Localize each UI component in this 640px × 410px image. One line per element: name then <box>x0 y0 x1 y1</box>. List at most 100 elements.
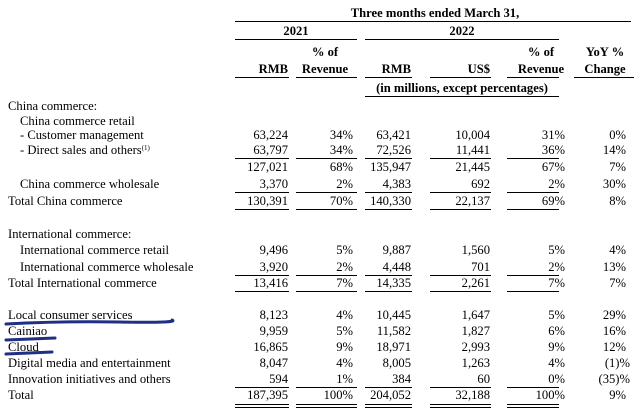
cell-rmb-2021: 187,395 <box>247 388 288 402</box>
total-double-rule <box>296 404 357 405</box>
subtotal-rule <box>507 158 559 159</box>
cell-usd-2022: 692 <box>471 177 490 191</box>
hdr-underline <box>507 77 559 78</box>
cell-pct-2022: 31% <box>541 128 565 142</box>
cell-usd-2022: 60 <box>477 372 490 386</box>
cell-yoy: 7% <box>609 276 626 290</box>
cell-pct-2021: 34% <box>329 128 353 142</box>
cell-rmb-2022: 9,887 <box>382 243 411 257</box>
hdr-underline <box>235 77 289 78</box>
subtotal-rule <box>296 192 357 193</box>
row-label: Total China commerce <box>8 194 123 208</box>
subtotal-rule <box>235 275 289 276</box>
cell-pct-2022: 2% <box>548 260 565 274</box>
cell-rmb-2022: 4,448 <box>382 260 411 274</box>
col-pct-2022-line2: Revenue <box>517 62 565 76</box>
cell-rmb-2021: 594 <box>269 372 288 386</box>
cell-pct-2022: 9% <box>548 340 565 354</box>
cell-rmb-2021: 130,391 <box>247 194 288 208</box>
total-rule <box>296 209 357 210</box>
cell-pct-2021: 5% <box>336 243 353 257</box>
cell-pct-2022: 7% <box>548 276 565 290</box>
cell-rmb-2021: 63,797 <box>253 143 288 157</box>
cell-usd-2022: 10,004 <box>455 128 490 142</box>
subtotal-rule <box>296 158 357 159</box>
cell-pct-2021: 4% <box>336 356 353 370</box>
row-label: - Direct sales and others(1) <box>20 143 150 157</box>
cell-pct-2022: 69% <box>541 194 565 208</box>
row-label: China commerce retail <box>20 114 135 128</box>
hdr-underline <box>365 77 412 78</box>
subtotal-rule <box>235 158 289 159</box>
period-underline <box>235 21 631 22</box>
cell-rmb-2022: 18,971 <box>376 340 411 354</box>
cell-pct-2021: 100% <box>323 388 353 402</box>
cell-rmb-2021: 9,959 <box>259 324 288 338</box>
col-yoy-line2: Change <box>584 62 626 76</box>
cell-rmb-2022: 63,421 <box>376 128 411 142</box>
cell-yoy: (1)% <box>604 356 630 370</box>
period-heading: Three months ended March 31, <box>350 6 520 20</box>
total-double-rule <box>507 404 559 405</box>
total-double-rule <box>365 404 412 405</box>
cell-rmb-2021: 8,047 <box>259 356 288 370</box>
year-2021-underline <box>235 39 357 40</box>
cell-usd-2022: 1,263 <box>461 356 490 370</box>
cell-usd-2022: 701 <box>471 260 490 274</box>
subtotal-rule <box>235 387 289 388</box>
subtotal-rule <box>507 192 559 193</box>
cell-pct-2022: 67% <box>541 160 565 174</box>
total-double-rule <box>296 407 357 408</box>
subtotal-rule <box>365 192 412 193</box>
cell-yoy: 16% <box>602 324 626 338</box>
hdr-underline <box>430 77 491 78</box>
cell-rmb-2022: 72,526 <box>376 143 411 157</box>
units-underline <box>365 96 559 97</box>
cell-yoy: 4% <box>609 243 626 257</box>
hdr-underline <box>574 77 634 78</box>
subtotal-rule <box>296 275 357 276</box>
cell-usd-2022: 1,560 <box>461 243 490 257</box>
cell-pct-2021: 68% <box>329 160 353 174</box>
total-rule <box>296 291 357 292</box>
cell-rmb-2021: 16,865 <box>253 340 288 354</box>
total-rule <box>430 291 491 292</box>
cell-rmb-2021: 9,496 <box>259 243 288 257</box>
row-label: - Customer management <box>20 128 144 142</box>
cell-yoy: 29% <box>602 308 626 322</box>
cell-rmb-2021: 3,920 <box>259 260 288 274</box>
total-rule <box>235 291 289 292</box>
col-pct-2021-line1: % of <box>311 45 339 59</box>
col-yoy-line1: YoY % <box>585 45 625 59</box>
cell-pct-2022: 5% <box>548 243 565 257</box>
cell-yoy: 13% <box>602 260 626 274</box>
row-label: Local consumer services <box>8 308 133 322</box>
cell-rmb-2021: 63,224 <box>253 128 288 142</box>
total-rule <box>365 291 412 292</box>
total-rule <box>365 209 412 210</box>
total-double-rule <box>507 407 559 408</box>
cell-rmb-2022: 10,445 <box>376 308 411 322</box>
total-rule <box>235 209 289 210</box>
row-label: Digital media and entertainment <box>8 356 171 370</box>
subtotal-rule <box>430 158 491 159</box>
row-label: China commerce wholesale <box>20 177 160 191</box>
col-usd-2022: US$ <box>467 62 490 76</box>
cell-rmb-2021: 13,416 <box>253 276 288 290</box>
subtotal-rule <box>235 192 289 193</box>
total-double-rule <box>430 407 491 408</box>
cell-usd-2022: 21,445 <box>455 160 490 174</box>
cell-usd-2022: 1,827 <box>461 324 490 338</box>
cell-usd-2022: 11,441 <box>455 143 490 157</box>
cell-pct-2022: 2% <box>548 177 565 191</box>
cell-yoy: (35)% <box>598 372 630 386</box>
subtotal-rule <box>507 387 559 388</box>
cell-rmb-2021: 8,123 <box>259 308 288 322</box>
cell-pct-2022: 36% <box>541 143 565 157</box>
cell-pct-2021: 4% <box>336 308 353 322</box>
total-rule <box>507 291 559 292</box>
cell-yoy: 9% <box>609 388 626 402</box>
cell-usd-2022: 2,993 <box>461 340 490 354</box>
cell-usd-2022: 22,137 <box>455 194 490 208</box>
total-double-rule <box>235 407 289 408</box>
